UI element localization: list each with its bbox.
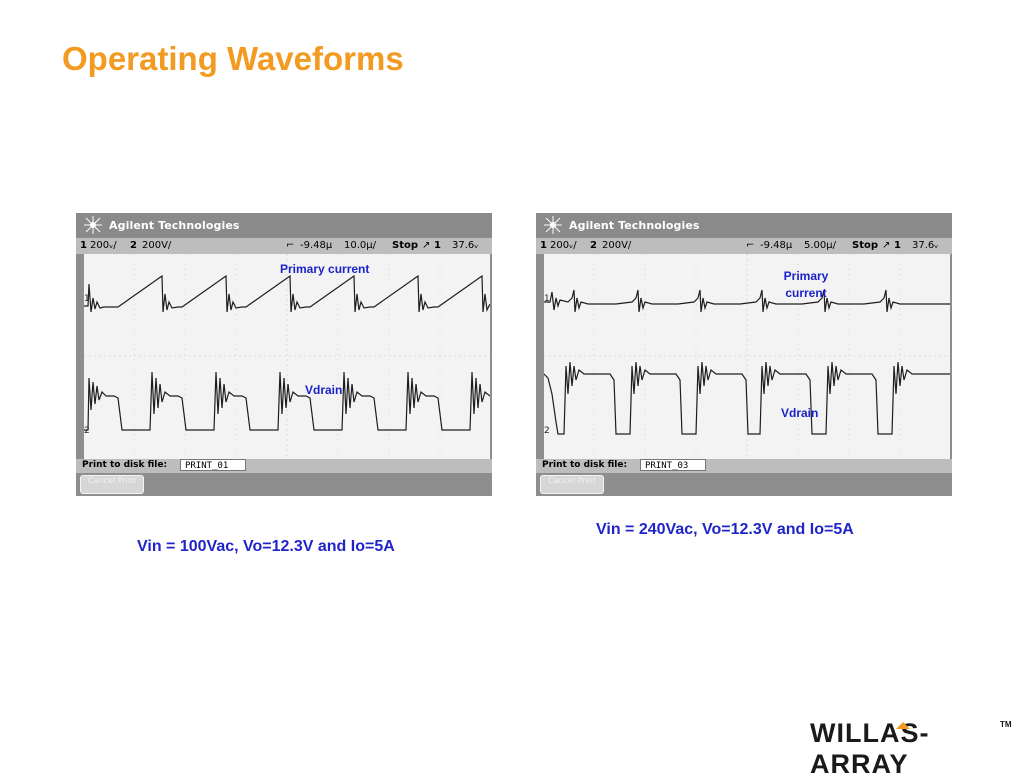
time-offset: -9.48µ [300, 240, 333, 251]
cancel-print-button: Cancel Print [80, 475, 144, 494]
ch2-scale: 200V/ [602, 240, 632, 251]
scope-brand: Agilent Technologies [109, 219, 240, 232]
ch1-marker: 1 [84, 294, 90, 304]
slide-title: Operating Waveforms [62, 40, 404, 77]
trigger-edge-icon: ⌐ [746, 240, 755, 251]
vdrain-trace [84, 371, 490, 431]
scope-header: Agilent Technologies [76, 213, 492, 237]
trigger-level: 37.6ᵥ [912, 240, 939, 251]
ch2-number: 2 [130, 240, 137, 251]
vdrain-trace [544, 361, 950, 435]
scope-status-bar: 1 200ᵥ/ 2 200V/ ⌐ -9.48µ 5.00µ/ Stop ↗ 1… [536, 238, 952, 254]
trigger-level: 37.6ᵥ [452, 240, 479, 251]
waveform-display: 1 2 Primary current Vdrain [84, 254, 490, 459]
cancel-print-button: Cancel Print [540, 475, 604, 494]
ch1-scale: 200ᵥ/ [550, 240, 577, 251]
trademark-mark: TM [1000, 720, 1012, 729]
time-scale: 5.00µ/ [804, 240, 836, 251]
oscilloscope-screenshot-1: Agilent Technologies 1 200ᵥ/ 2 200V/ ⌐ -… [76, 213, 492, 496]
time-offset: -9.48µ [760, 240, 793, 251]
print-to-disk-label: Print to disk file: [542, 460, 628, 470]
primary-current-label: Primary current [783, 269, 829, 300]
agilent-spark-icon [84, 216, 102, 234]
run-state: Stop [852, 240, 879, 251]
trigger-edge-icon: ⌐ [286, 240, 295, 251]
oscilloscope-screenshot-2: Agilent Technologies 1 200ᵥ/ 2 200V/ ⌐ -… [536, 213, 952, 496]
trigger-channel: 1 [434, 240, 441, 251]
company-logo: WILLAS-ARRAY TM [810, 718, 1024, 779]
caption-240vac: Vin = 240Vac, Vo=12.3V and Io=5A [596, 521, 854, 538]
trigger-slope-icon: ↗ [422, 240, 431, 251]
primary-current-label: Primary current [280, 262, 370, 276]
ch1-scale: 200ᵥ/ [90, 240, 117, 251]
trigger-channel: 1 [894, 240, 901, 251]
ch2-scale: 200V/ [142, 240, 172, 251]
print-file-field: PRINT_03 [640, 459, 706, 471]
vdrain-label: Vdrain [781, 406, 819, 420]
ch2-marker: 2 [84, 426, 90, 436]
trigger-slope-icon: ↗ [882, 240, 891, 251]
ch1-number: 1 [80, 240, 87, 251]
caption-100vac: Vin = 100Vac, Vo=12.3V and Io=5A [137, 538, 395, 555]
primary-current-trace [544, 289, 950, 313]
scope-brand: Agilent Technologies [569, 219, 700, 232]
ch2-marker: 2 [544, 426, 550, 436]
ch2-number: 2 [590, 240, 597, 251]
primary-current-trace [84, 274, 490, 313]
waveform-display: 1 2 Primary current Vdrain [544, 254, 950, 459]
print-bar: Print to disk file: PRINT_01 [76, 459, 492, 473]
vdrain-label: Vdrain [305, 383, 343, 397]
logo-accent-icon [896, 722, 910, 729]
ch1-marker: 1 [544, 294, 550, 304]
print-bar: Print to disk file: PRINT_03 [536, 459, 952, 473]
scope-status-bar: 1 200ᵥ/ 2 200V/ ⌐ -9.48µ 10.0µ/ Stop ↗ 1… [76, 238, 492, 254]
ch1-number: 1 [540, 240, 547, 251]
print-file-field: PRINT_01 [180, 459, 246, 471]
company-logo-text: WILLAS-ARRAY [810, 718, 930, 779]
run-state: Stop [392, 240, 419, 251]
agilent-spark-icon [544, 216, 562, 234]
time-scale: 10.0µ/ [344, 240, 376, 251]
scope-header: Agilent Technologies [536, 213, 952, 237]
print-to-disk-label: Print to disk file: [82, 460, 168, 470]
